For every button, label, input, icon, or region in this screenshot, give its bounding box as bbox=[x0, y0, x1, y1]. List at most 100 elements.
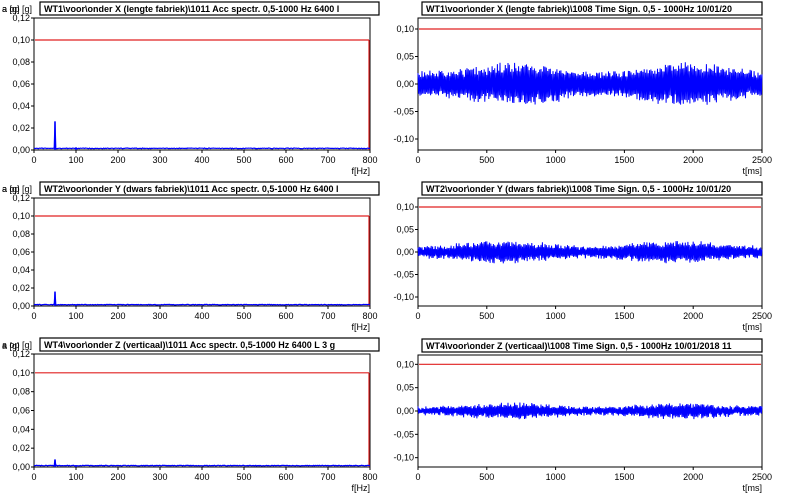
y-axis-label: a [g] bbox=[2, 4, 20, 14]
y-tick-label: 0,02 bbox=[12, 123, 30, 133]
y-tick-label: 0,00 bbox=[396, 406, 414, 416]
plot-frame bbox=[33, 17, 371, 151]
y-tick-label: 0,04 bbox=[12, 101, 30, 111]
spectrum-series bbox=[33, 121, 371, 150]
y-axis-label: a op [g] bbox=[2, 184, 32, 194]
x-tick-label: 1000 bbox=[546, 311, 566, 321]
x-tick-label: 200 bbox=[110, 155, 125, 165]
x-tick-label: 500 bbox=[236, 155, 251, 165]
x-tick-label: 2000 bbox=[683, 472, 703, 482]
x-tick-label: 700 bbox=[320, 155, 335, 165]
y-tick-label: 0,06 bbox=[12, 79, 30, 89]
y-tick-label: 0,00 bbox=[396, 247, 414, 257]
x-tick-label: 300 bbox=[152, 472, 167, 482]
plot-frame bbox=[33, 353, 371, 468]
x-tick-label: 500 bbox=[479, 472, 494, 482]
y-tick-label: 0,05 bbox=[396, 225, 414, 235]
y-tick-label: -0,05 bbox=[393, 107, 414, 117]
x-axis-label: f[Hz] bbox=[351, 166, 370, 176]
x-tick-label: 600 bbox=[278, 311, 293, 321]
spectrum-series bbox=[33, 459, 371, 467]
y-tick-label: 0,08 bbox=[12, 387, 30, 397]
x-tick-label: 0 bbox=[415, 311, 420, 321]
spectrum-series bbox=[33, 291, 371, 306]
plot-frame bbox=[33, 197, 371, 307]
x-tick-label: 100 bbox=[68, 155, 83, 165]
x-axis-label: t[ms] bbox=[743, 166, 763, 176]
y-tick-label: 0,12 bbox=[12, 193, 30, 203]
chart-title-box bbox=[421, 1, 763, 16]
x-tick-label: 0 bbox=[31, 472, 36, 482]
y-tick-label: 0,00 bbox=[12, 301, 30, 311]
time-signal-series bbox=[417, 402, 763, 420]
x-tick-label: 2500 bbox=[752, 311, 772, 321]
y-tick-label: 0,04 bbox=[12, 265, 30, 275]
y-tick-label: 0,10 bbox=[396, 202, 414, 212]
y-tick-label: 0,10 bbox=[396, 24, 414, 34]
y-tick-label: 0,08 bbox=[12, 57, 30, 67]
y-tick-label: 0,00 bbox=[12, 462, 30, 472]
x-tick-label: 2500 bbox=[752, 472, 772, 482]
x-tick-label: 700 bbox=[320, 311, 335, 321]
x-tick-label: 1000 bbox=[546, 472, 566, 482]
chart-title-box bbox=[421, 338, 763, 353]
y-tick-label: 0,02 bbox=[12, 443, 30, 453]
y-tick-label: 0,12 bbox=[12, 349, 30, 359]
y-tick-label: 0,10 bbox=[12, 368, 30, 378]
x-tick-label: 500 bbox=[236, 311, 251, 321]
chart-panel-2: a [g] WT1\voor\onder X (lengte fabriek)\1… bbox=[2, 1, 772, 176]
y-tick-label: -0,05 bbox=[393, 270, 414, 280]
x-tick-label: 300 bbox=[152, 155, 167, 165]
chart-title: WT1\voor\onder X (lengte fabriek)\1008 T… bbox=[426, 4, 732, 14]
chart-title-box bbox=[421, 181, 763, 196]
chart-panel-5: a op [g] WT4\voor\onder Z (verticaal)\101… bbox=[2, 337, 380, 493]
x-axis-label: f[Hz] bbox=[351, 483, 370, 493]
x-tick-label: 600 bbox=[278, 155, 293, 165]
chart-panel-1: a op [g] WT1\voor\onder X (lengte fabriek… bbox=[2, 1, 380, 176]
chart-panel-3: a op [g] WT2\voor\onder Y (dwars fabriek)… bbox=[2, 181, 380, 332]
x-axis-label: t[ms] bbox=[743, 483, 763, 493]
x-tick-label: 2000 bbox=[683, 311, 703, 321]
x-tick-label: 1500 bbox=[614, 311, 634, 321]
y-tick-label: 0,06 bbox=[12, 247, 30, 257]
y-tick-label: 0,02 bbox=[12, 283, 30, 293]
x-tick-label: 400 bbox=[194, 155, 209, 165]
y-tick-label: -0,10 bbox=[393, 292, 414, 302]
x-tick-label: 800 bbox=[362, 155, 377, 165]
x-tick-label: 1000 bbox=[546, 155, 566, 165]
y-tick-label: -0,10 bbox=[393, 453, 414, 463]
x-axis-label: t[ms] bbox=[743, 322, 763, 332]
x-tick-label: 200 bbox=[110, 311, 125, 321]
x-tick-label: 600 bbox=[278, 472, 293, 482]
y-axis-label: a [g] bbox=[2, 184, 20, 194]
x-tick-label: 2000 bbox=[683, 155, 703, 165]
chart-title-box bbox=[39, 181, 380, 196]
chart-title-box bbox=[39, 1, 380, 16]
chart-title: WT4\voor\onder Z (verticaal)\1008 Time S… bbox=[426, 341, 731, 351]
x-tick-label: 300 bbox=[152, 311, 167, 321]
x-tick-label: 1500 bbox=[614, 472, 634, 482]
x-tick-label: 200 bbox=[110, 472, 125, 482]
y-axis-label: a op [g] bbox=[2, 4, 32, 14]
x-tick-label: 0 bbox=[415, 155, 420, 165]
x-tick-label: 500 bbox=[479, 155, 494, 165]
x-axis-label: f[Hz] bbox=[351, 322, 370, 332]
x-tick-label: 0 bbox=[415, 472, 420, 482]
x-tick-label: 1500 bbox=[614, 155, 634, 165]
y-tick-label: 0,05 bbox=[396, 383, 414, 393]
x-tick-label: 0 bbox=[31, 155, 36, 165]
y-axis-label: a [g] bbox=[2, 341, 20, 351]
y-tick-label: -0,05 bbox=[393, 429, 414, 439]
time-signal-series bbox=[417, 241, 763, 264]
y-tick-label: 0,10 bbox=[12, 211, 30, 221]
y-tick-label: 0,00 bbox=[396, 79, 414, 89]
chart-title-box bbox=[39, 337, 380, 352]
x-tick-label: 500 bbox=[479, 311, 494, 321]
y-tick-label: 0,08 bbox=[12, 229, 30, 239]
chart-panel-6: a [g] WT4\voor\onder Z (verticaal)\1008 T… bbox=[2, 338, 772, 493]
y-tick-label: 0,10 bbox=[396, 359, 414, 369]
y-tick-label: 0,00 bbox=[12, 145, 30, 155]
chart-panel-4: a [g] WT2\voor\onder Y (dwars fabriek)\10… bbox=[2, 181, 772, 332]
y-tick-label: 0,06 bbox=[12, 406, 30, 416]
